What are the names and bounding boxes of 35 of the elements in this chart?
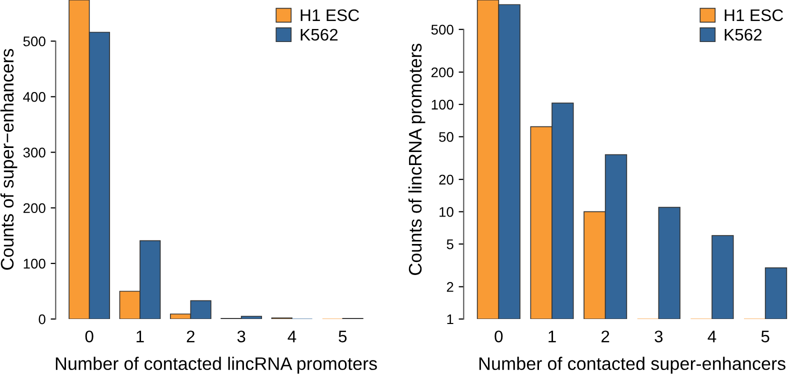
y-axis-title: Counts of lincRNA promoters: [408, 44, 426, 275]
x-tick-label: 5: [761, 330, 770, 342]
y-tick-label: 20: [439, 174, 454, 185]
x-tick-label: 1: [136, 330, 144, 342]
legend-label: K562: [300, 28, 338, 41]
y-tick-label: 0: [38, 314, 46, 324]
x-tick-label: 1: [548, 330, 556, 342]
x-tick-label: 0: [494, 330, 503, 342]
legend-label: K562: [724, 28, 762, 41]
x-tick-label: 5: [338, 330, 347, 342]
y-tick-label: 50: [439, 132, 454, 142]
y-tick-label: 200: [23, 203, 46, 214]
y-tick-label: 10: [440, 207, 454, 217]
x-axis-title: Number of contacted lincRNA promoters: [56, 356, 377, 374]
y-tick-label: 400: [23, 92, 46, 102]
y-tick-label: 500: [431, 24, 454, 35]
legend-label: H1 ESC: [300, 9, 360, 22]
y-tick-label: 300: [23, 148, 46, 158]
y-tick-label: 100: [432, 100, 454, 110]
x-tick-label: 2: [602, 330, 610, 342]
x-tick-label: 2: [186, 330, 194, 342]
y-tick-label: 5: [446, 240, 454, 250]
x-tick-label: 0: [85, 330, 94, 342]
y-tick-label: 2: [446, 282, 454, 292]
y-axis-title: Counts of super−enhancers: [0, 48, 18, 270]
y-tick-label: 500: [23, 36, 46, 46]
x-tick-label: 4: [288, 330, 296, 342]
x-axis-title: Number of contacted super-enhancers: [479, 356, 786, 374]
legend-label: H1 ESC: [724, 9, 784, 22]
x-tick-label: 3: [237, 330, 246, 342]
y-tick-label: 100: [24, 258, 46, 269]
y-tick-label: 200: [431, 67, 454, 78]
x-tick-label: 3: [654, 330, 663, 342]
x-tick-label: 4: [708, 330, 716, 342]
y-tick-label: 1: [447, 314, 454, 324]
